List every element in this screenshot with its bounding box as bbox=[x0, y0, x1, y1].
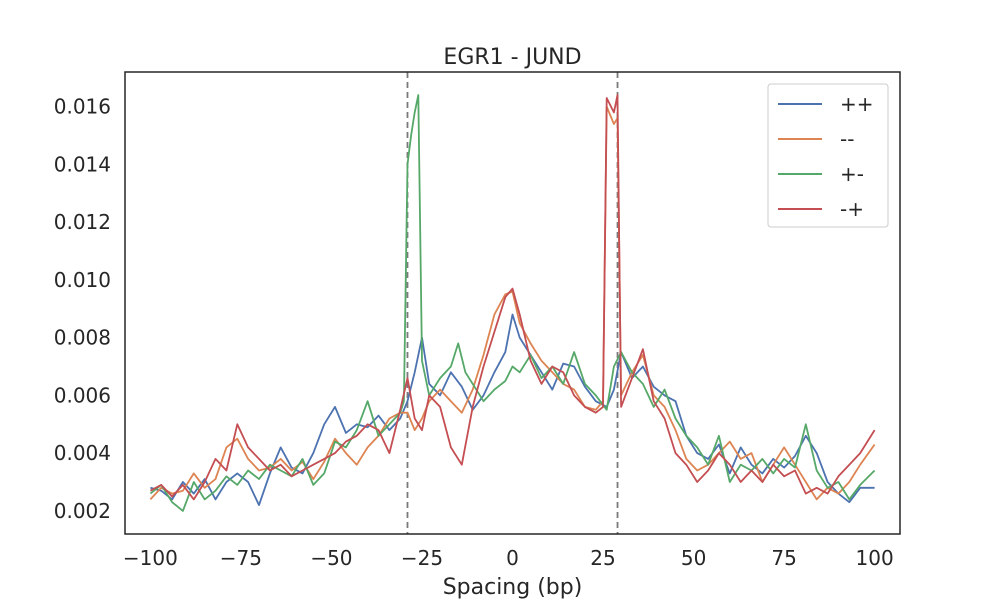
x-tick-label: −25 bbox=[401, 546, 443, 570]
series-layer bbox=[149, 94, 876, 512]
y-tick-label: 0.014 bbox=[54, 152, 111, 176]
y-tick-label: 0.012 bbox=[54, 210, 111, 234]
x-tick-label: 100 bbox=[856, 546, 894, 570]
series-line-2 bbox=[149, 94, 876, 512]
y-tick-label: 0.010 bbox=[54, 268, 111, 292]
legend-label: -- bbox=[840, 127, 854, 151]
y-axis-ticks: 0.002 0.004 0.006 0.008 0.010 0.012 0.014 0.016 bbox=[54, 95, 111, 523]
legend-label: -+ bbox=[840, 197, 864, 221]
x-tick-label: 50 bbox=[681, 546, 706, 570]
plot-frame bbox=[124, 71, 901, 535]
y-tick-label: 0.008 bbox=[54, 326, 111, 350]
legend-label: ++ bbox=[840, 92, 874, 116]
x-tick-label: −100 bbox=[123, 546, 178, 570]
y-tick-label: 0.004 bbox=[54, 441, 111, 465]
x-tick-label: −50 bbox=[310, 546, 352, 570]
legend: ++ -- +- -+ bbox=[767, 83, 889, 228]
x-tick-label: 25 bbox=[590, 546, 615, 570]
y-tick-label: 0.006 bbox=[54, 383, 111, 407]
x-tick-label: −75 bbox=[220, 546, 262, 570]
legend-label: +- bbox=[840, 162, 864, 186]
legend-box bbox=[767, 83, 889, 228]
reference-lines bbox=[406, 72, 619, 534]
x-axis-label: Spacing (bp) bbox=[443, 575, 583, 600]
x-tick-label: 0 bbox=[506, 546, 519, 570]
chart-title: EGR1 - JUND bbox=[443, 45, 581, 70]
y-tick-label: 0.002 bbox=[54, 499, 111, 523]
x-axis-ticks: −100 −75 −50 −25 0 25 50 75 100 bbox=[123, 546, 894, 570]
series-line-3 bbox=[149, 94, 876, 501]
series-line-1 bbox=[149, 105, 876, 501]
x-tick-label: 75 bbox=[771, 546, 796, 570]
y-tick-label: 0.016 bbox=[54, 95, 111, 119]
